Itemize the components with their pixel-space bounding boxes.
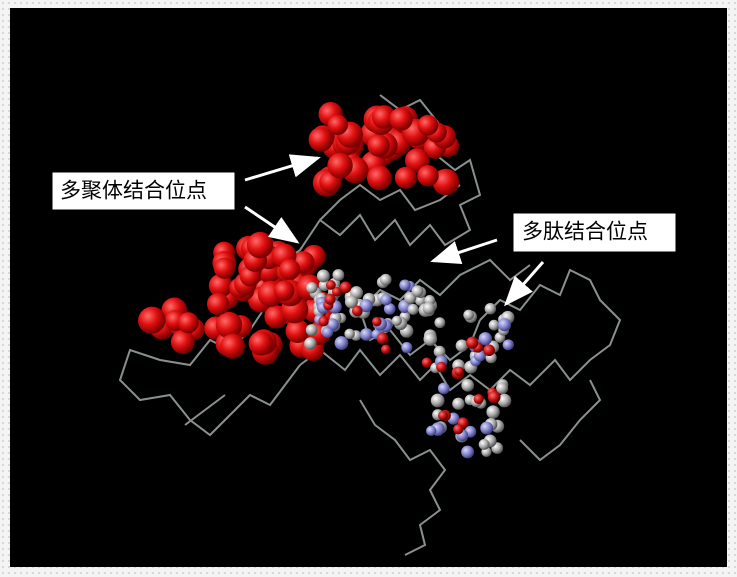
atom	[461, 379, 475, 392]
atom	[430, 393, 445, 408]
atom	[433, 345, 446, 358]
atom	[394, 166, 417, 189]
atom	[359, 299, 373, 313]
atom	[426, 425, 437, 436]
atom	[206, 292, 230, 316]
atom	[325, 279, 336, 290]
atom	[334, 336, 349, 350]
atom	[381, 344, 391, 355]
atom	[473, 394, 484, 405]
atom	[344, 295, 358, 309]
atom	[486, 405, 500, 419]
atom	[367, 134, 390, 157]
atom	[344, 328, 355, 340]
arrow	[504, 261, 545, 307]
atom	[391, 315, 402, 326]
atom	[177, 312, 199, 334]
atom	[437, 382, 450, 395]
atom	[483, 344, 495, 357]
atom	[401, 342, 413, 354]
atom	[466, 336, 479, 349]
atom	[372, 316, 382, 327]
atom	[496, 382, 509, 395]
arrow	[244, 205, 300, 244]
label-box	[512, 212, 677, 253]
atom	[273, 280, 295, 301]
label: 多聚体结合位点	[60, 179, 207, 203]
atom	[360, 328, 373, 341]
atom	[488, 319, 500, 331]
atom	[461, 445, 475, 459]
atom	[248, 331, 274, 356]
atom	[455, 339, 469, 352]
atom	[389, 107, 413, 131]
atom	[502, 339, 514, 351]
atom	[497, 393, 512, 408]
atom	[324, 293, 336, 305]
atom	[432, 168, 460, 196]
atom	[305, 324, 318, 336]
label: 多肽结合位点	[522, 220, 648, 244]
label-box	[51, 171, 236, 211]
atom	[463, 309, 474, 321]
atom	[454, 366, 464, 377]
atom	[478, 438, 490, 450]
arrow	[430, 238, 498, 264]
atom	[246, 231, 274, 259]
atom	[308, 127, 334, 152]
atom	[339, 281, 352, 294]
atom	[285, 319, 310, 344]
atom	[220, 333, 245, 359]
atom	[351, 305, 363, 317]
background	[10, 8, 727, 567]
atom	[480, 421, 494, 435]
atom	[438, 410, 448, 421]
atom	[208, 273, 233, 298]
atom	[306, 282, 318, 294]
atom	[372, 105, 395, 129]
atom	[452, 397, 465, 410]
atom	[316, 269, 330, 283]
atom	[421, 357, 432, 368]
atom	[327, 114, 348, 136]
atom	[383, 303, 396, 315]
atom	[497, 318, 512, 332]
atom	[411, 285, 424, 298]
atom	[170, 330, 195, 354]
atom	[399, 279, 411, 291]
arrow	[244, 154, 321, 182]
atom	[379, 273, 392, 286]
atom	[321, 326, 334, 338]
atom	[434, 317, 446, 329]
atom	[414, 295, 427, 307]
atom	[417, 165, 439, 187]
atom	[453, 424, 464, 435]
atom	[213, 257, 236, 279]
atom	[215, 311, 243, 339]
atom	[318, 316, 329, 327]
atom	[138, 306, 166, 334]
atom	[380, 293, 392, 306]
atom	[422, 302, 436, 315]
atom	[417, 114, 439, 136]
atom	[478, 332, 492, 346]
atom	[473, 349, 486, 362]
atom	[327, 152, 353, 179]
atom	[331, 286, 342, 297]
atom	[279, 259, 301, 281]
atom	[304, 337, 317, 350]
atom	[423, 332, 438, 346]
atom	[487, 390, 501, 404]
atom	[484, 302, 497, 315]
arrows	[244, 154, 545, 307]
atom	[376, 332, 389, 345]
atom	[407, 303, 419, 315]
atom	[366, 165, 392, 191]
atom	[332, 269, 345, 281]
atom	[436, 361, 447, 373]
